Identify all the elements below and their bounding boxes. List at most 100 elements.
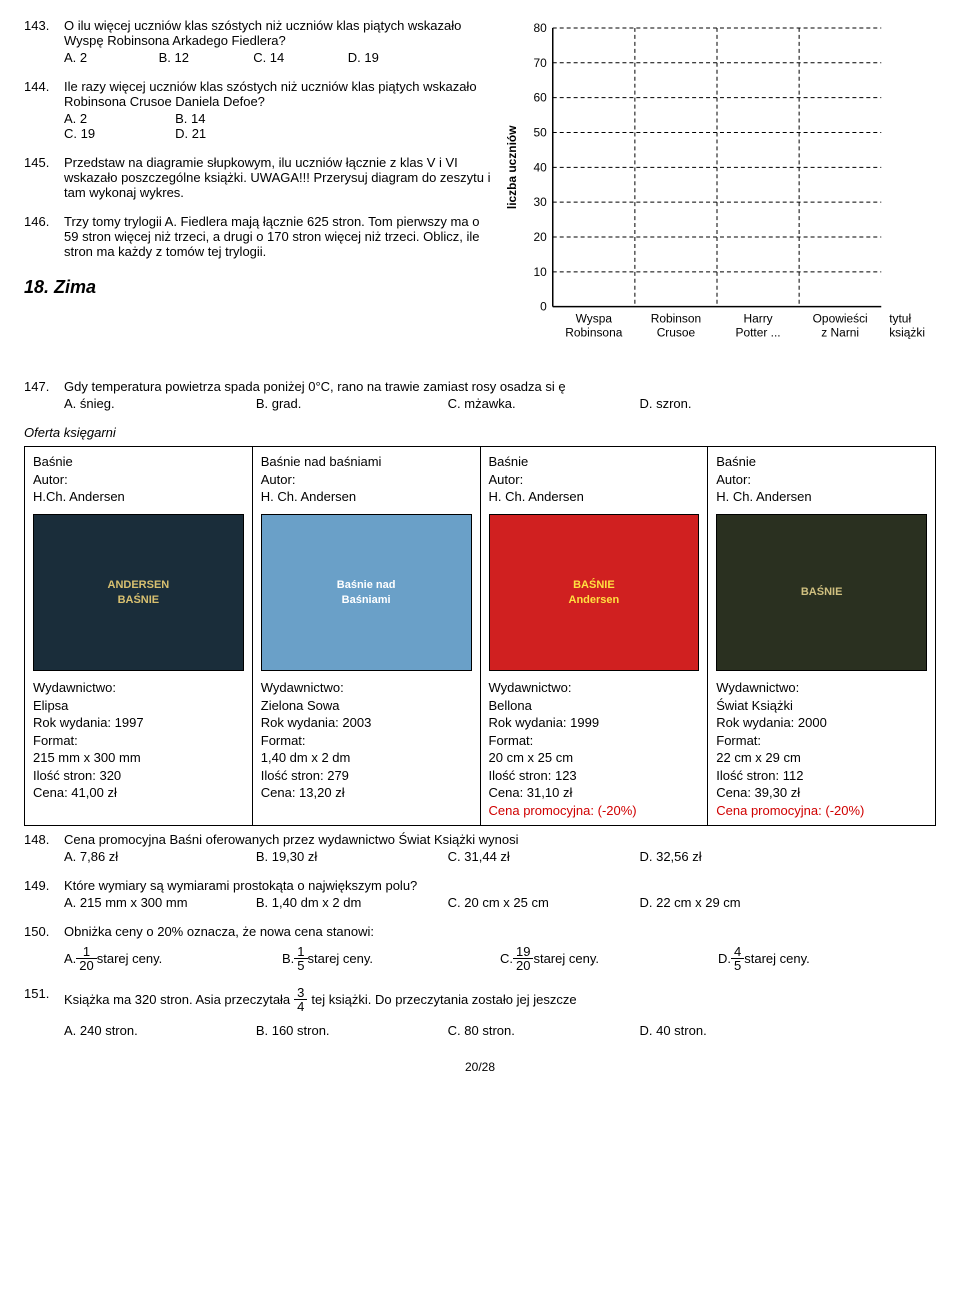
q151-opt-d[interactable]: D. 40 stron. — [639, 1023, 831, 1038]
q149-opt-d[interactable]: D. 22 cm x 29 cm — [639, 895, 831, 910]
book-format-label: Format: — [33, 732, 244, 750]
book-format-label: Format: — [716, 732, 927, 750]
q148-opt-b[interactable]: B. 19,30 zł — [256, 849, 448, 864]
book-publisher: Zielona Sowa — [261, 697, 472, 715]
svg-text:50: 50 — [533, 125, 547, 139]
svg-text:książki: książki — [889, 326, 925, 340]
book-cover-icon: Baśnie nadBaśniami — [261, 514, 472, 671]
book-format: 22 cm x 29 cm — [716, 749, 927, 767]
question-146: 146. Trzy tomy trylogii A. Fiedlera mają… — [24, 214, 494, 259]
q147-opt-a[interactable]: A. śnieg. — [64, 396, 256, 411]
book-title: Baśnie — [33, 453, 244, 471]
q147-opt-d[interactable]: D. szron. — [639, 396, 831, 411]
book-price: Cena: 41,00 zł — [33, 784, 244, 802]
svg-text:Potter ...: Potter ... — [735, 326, 780, 340]
question-150: 150. Obniżka ceny o 20% oznacza, że nowa… — [24, 924, 936, 972]
q143-opt-d[interactable]: D. 19 — [348, 50, 443, 65]
opt-post: starej ceny. — [308, 951, 374, 966]
book-format-label: Format: — [489, 732, 700, 750]
q150-opt-a[interactable]: A. 120 starej ceny. — [64, 945, 282, 972]
svg-text:0: 0 — [540, 300, 547, 314]
fraction-icon: 1920 — [513, 945, 533, 972]
book-year: Rok wydania: 1997 — [33, 714, 244, 732]
svg-text:tytuł: tytuł — [889, 312, 911, 326]
q150-opt-d[interactable]: D. 45 starej ceny. — [718, 945, 936, 972]
qnum: 147. — [24, 379, 64, 411]
svg-text:Robinson: Robinson — [651, 312, 701, 326]
q151-opt-c[interactable]: C. 80 stron. — [448, 1023, 640, 1038]
q147-opt-b[interactable]: B. grad. — [256, 396, 448, 411]
book-promo: Cena promocyjna: (-20%) — [716, 802, 927, 820]
q149-opt-a[interactable]: A. 215 mm x 300 mm — [64, 895, 256, 910]
q149-opt-b[interactable]: B. 1,40 dm x 2 dm — [256, 895, 448, 910]
q151-opt-a[interactable]: A. 240 stron. — [64, 1023, 256, 1038]
book-title: Baśnie — [489, 453, 700, 471]
fraction-icon: 45 — [731, 945, 744, 972]
svg-text:20: 20 — [533, 230, 547, 244]
opt-pre: B. — [282, 951, 294, 966]
opt-post: starej ceny. — [97, 951, 163, 966]
svg-text:80: 80 — [533, 21, 547, 35]
q143-opt-c[interactable]: C. 14 — [253, 50, 348, 65]
q144-opt-a[interactable]: A. 2 — [64, 111, 95, 126]
q143-opt-b[interactable]: B. 12 — [159, 50, 254, 65]
q144-opt-c[interactable]: C. 19 — [64, 126, 95, 141]
fraction-icon: 34 — [294, 986, 307, 1013]
book-publisher: Bellona — [489, 697, 700, 715]
book-author: H. Ch. Andersen — [261, 488, 472, 506]
q150-opt-b[interactable]: B. 15 starej ceny. — [282, 945, 500, 972]
book-cover-icon: ANDERSENBAŚNIE — [33, 514, 244, 671]
qnum: 149. — [24, 878, 64, 910]
book-cover-icon: BAŚNIE — [716, 514, 927, 671]
q149-text: Które wymiary są wymiarami prostokąta o … — [64, 878, 936, 893]
q151-pre: Książka ma 320 stron. Asia przeczytała — [64, 992, 290, 1007]
book-column: Baśnie nad baśniamiAutor:H. Ch. Andersen… — [253, 447, 481, 825]
opt-post: starej ceny. — [744, 951, 810, 966]
q147-opt-c[interactable]: C. mżawka. — [448, 396, 640, 411]
book-column: BaśnieAutor:H.Ch. AndersenANDERSENBAŚNIE… — [25, 447, 253, 825]
svg-text:Wyspa: Wyspa — [576, 312, 613, 326]
opt-pre: D. — [718, 951, 731, 966]
book-year: Rok wydania: 2003 — [261, 714, 472, 732]
q148-opt-d[interactable]: D. 32,56 zł — [639, 849, 831, 864]
svg-text:z Narni: z Narni — [821, 326, 859, 340]
oferta-box: BaśnieAutor:H.Ch. AndersenANDERSENBAŚNIE… — [24, 446, 936, 826]
section-18-title: 18. Zima — [24, 277, 494, 298]
page-footer: 20/28 — [24, 1060, 936, 1074]
question-145: 145. Przedstaw na diagramie słupkowym, i… — [24, 155, 494, 200]
qnum: 144. — [24, 79, 64, 141]
book-author: H. Ch. Andersen — [489, 488, 700, 506]
book-price: Cena: 13,20 zł — [261, 784, 472, 802]
q148-text: Cena promocyjna Baśni oferowanych przez … — [64, 832, 936, 847]
question-151: 151. Książka ma 320 stron. Asia przeczyt… — [24, 986, 936, 1038]
book-author-label: Autor: — [716, 471, 927, 489]
svg-text:Crusoe: Crusoe — [657, 326, 696, 340]
book-pages: Ilość stron: 279 — [261, 767, 472, 785]
question-149: 149. Które wymiary są wymiarami prostoką… — [24, 878, 936, 910]
svg-text:Opowieści: Opowieści — [813, 312, 868, 326]
svg-text:Robinsona: Robinsona — [565, 326, 622, 340]
svg-text:60: 60 — [533, 91, 547, 105]
q144-opt-d[interactable]: D. 21 — [175, 126, 206, 141]
q143-opt-a[interactable]: A. 2 — [64, 50, 159, 65]
svg-text:liczba uczniów: liczba uczniów — [505, 125, 519, 209]
svg-text:10: 10 — [533, 265, 547, 279]
opt-post: starej ceny. — [533, 951, 599, 966]
book-pages: Ilość stron: 123 — [489, 767, 700, 785]
svg-text:30: 30 — [533, 195, 547, 209]
q151-opt-b[interactable]: B. 160 stron. — [256, 1023, 448, 1038]
q150-opt-c[interactable]: C. 1920 starej ceny. — [500, 945, 718, 972]
bar-chart-grid: liczba uczniów01020304050607080WyspaRobi… — [494, 18, 936, 379]
qnum: 151. — [24, 986, 64, 1038]
q148-opt-c[interactable]: C. 31,44 zł — [448, 849, 640, 864]
qnum: 148. — [24, 832, 64, 864]
question-144: 144. Ile razy więcej uczniów klas szósty… — [24, 79, 494, 141]
q144-opt-b[interactable]: B. 14 — [175, 111, 206, 126]
q150-text: Obniżka ceny o 20% oznacza, że nowa cena… — [64, 924, 936, 939]
book-pages: Ilość stron: 112 — [716, 767, 927, 785]
svg-text:70: 70 — [533, 56, 547, 70]
book-column: BaśnieAutor:H. Ch. AndersenBAŚNIEWydawni… — [708, 447, 935, 825]
q149-opt-c[interactable]: C. 20 cm x 25 cm — [448, 895, 640, 910]
q148-opt-a[interactable]: A. 7,86 zł — [64, 849, 256, 864]
q145-text: Przedstaw na diagramie słupkowym, ilu uc… — [64, 155, 494, 200]
